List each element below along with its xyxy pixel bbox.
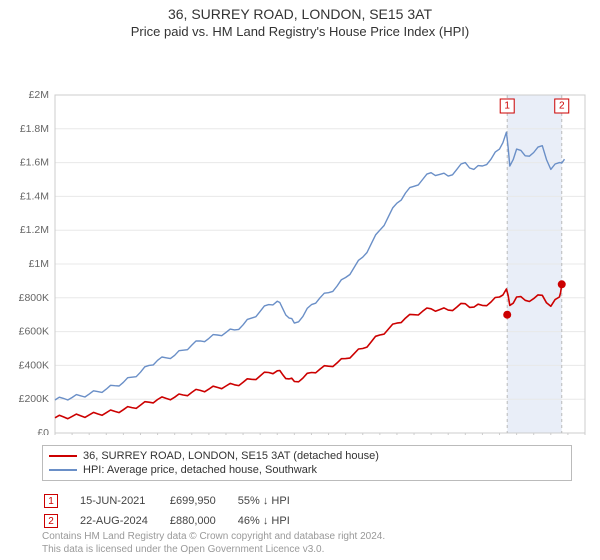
table-row: 1 15-JUN-2021 £699,950 55% ↓ HPI — [44, 492, 310, 510]
legend-row: HPI: Average price, detached house, Sout… — [49, 463, 565, 477]
svg-text:£800K: £800K — [19, 292, 49, 304]
legend-row: 36, SURREY ROAD, LONDON, SE15 3AT (detac… — [49, 449, 565, 463]
legend-label: HPI: Average price, detached house, Sout… — [83, 464, 317, 476]
table-row: 2 22-AUG-2024 £880,000 46% ↓ HPI — [44, 512, 310, 530]
txn-price: £699,950 — [170, 492, 236, 510]
svg-text:£200K: £200K — [19, 393, 49, 405]
txn-price: £880,000 — [170, 512, 236, 530]
legend-label: 36, SURREY ROAD, LONDON, SE15 3AT (detac… — [83, 450, 379, 462]
down-arrow-icon: ↓ — [263, 515, 269, 527]
txn-pct: 46% ↓ HPI — [238, 512, 310, 530]
legend-swatch — [49, 455, 77, 457]
chart-title: 36, SURREY ROAD, LONDON, SE15 3AT — [0, 0, 600, 22]
svg-text:2: 2 — [559, 101, 565, 112]
svg-text:£600K: £600K — [19, 326, 49, 338]
chart-subtitle: Price paid vs. HM Land Registry's House … — [0, 22, 600, 45]
svg-text:£0: £0 — [37, 427, 49, 435]
txn-date: 22-AUG-2024 — [80, 512, 168, 530]
svg-text:£1.2M: £1.2M — [20, 224, 49, 236]
footer-attribution: Contains HM Land Registry data © Crown c… — [42, 530, 385, 556]
txn-pct: 55% ↓ HPI — [238, 492, 310, 510]
svg-text:£1.8M: £1.8M — [20, 123, 49, 135]
legend: 36, SURREY ROAD, LONDON, SE15 3AT (detac… — [42, 445, 572, 481]
txn-date: 15-JUN-2021 — [80, 492, 168, 510]
svg-text:£1.4M: £1.4M — [20, 190, 49, 202]
footer-line: This data is licensed under the Open Gov… — [42, 543, 385, 556]
marker-badge: 1 — [44, 494, 58, 508]
legend-swatch — [49, 469, 77, 471]
chart-container: 36, SURREY ROAD, LONDON, SE15 3AT Price … — [0, 0, 600, 560]
svg-text:1: 1 — [504, 101, 510, 112]
svg-text:£1M: £1M — [29, 258, 49, 270]
svg-text:£1.6M: £1.6M — [20, 157, 49, 169]
marker-badge: 2 — [44, 514, 58, 528]
svg-text:£400K: £400K — [19, 359, 49, 371]
footer-line: Contains HM Land Registry data © Crown c… — [42, 530, 385, 543]
transactions-table: 1 15-JUN-2021 £699,950 55% ↓ HPI 2 22-AU… — [42, 490, 312, 532]
svg-text:£2M: £2M — [29, 89, 49, 101]
down-arrow-icon: ↓ — [263, 495, 269, 507]
price-chart: £0 £200K £400K £600K £800K £1M £1.2M £1.4M £1.6M… — [0, 45, 600, 435]
